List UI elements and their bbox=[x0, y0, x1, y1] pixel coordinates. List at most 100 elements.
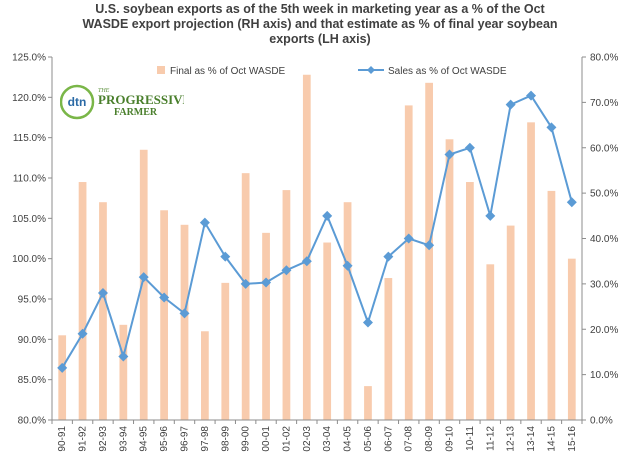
bar-94-95 bbox=[139, 149, 148, 420]
sales-marker-92-93 bbox=[97, 287, 108, 298]
bar-10-11 bbox=[466, 182, 474, 420]
sales-marker-94-95 bbox=[138, 272, 149, 283]
bar-91-92 bbox=[78, 182, 87, 420]
bar-99-00 bbox=[241, 173, 250, 420]
right-tick-label: 10.0% bbox=[590, 370, 618, 381]
x-tick-label: 96-97 bbox=[180, 426, 191, 452]
bar-97-98 bbox=[201, 331, 209, 420]
sales-marker-14-15 bbox=[546, 122, 557, 133]
right-tick-label: 0.0% bbox=[590, 416, 613, 427]
legend-bar-label: Final as % of Oct WASDE bbox=[170, 66, 286, 77]
dtn-progressive-farmer-logo: dtn THE PROGRESSIVE FARMER bbox=[59, 84, 191, 120]
x-tick-label: 95-96 bbox=[159, 426, 170, 452]
sales-marker-05-06 bbox=[362, 317, 373, 328]
sales-marker-00-01 bbox=[261, 277, 272, 288]
sales-marker-11-12 bbox=[485, 210, 496, 221]
x-tick-label: 02-03 bbox=[302, 426, 313, 452]
sales-marker-96-97 bbox=[179, 308, 190, 319]
sales-marker-91-92 bbox=[77, 328, 88, 339]
bar-14-15 bbox=[547, 190, 556, 420]
right-tick-label: 70.0% bbox=[590, 98, 618, 109]
bar-09-10 bbox=[445, 139, 454, 420]
left-tick-label: 110.0% bbox=[13, 174, 46, 185]
left-tick-label: 120.0% bbox=[12, 93, 46, 104]
bar-12-13 bbox=[506, 225, 515, 420]
sales-marker-10-11 bbox=[464, 142, 475, 153]
sales-marker-93-94 bbox=[118, 351, 129, 362]
sales-marker-95-96 bbox=[159, 292, 170, 303]
sales-marker-02-03 bbox=[301, 256, 312, 267]
bar-00-01 bbox=[262, 232, 270, 420]
sales-marker-98-99 bbox=[220, 251, 231, 262]
x-tick-label: 15-16 bbox=[567, 426, 578, 452]
bar-15-16 bbox=[567, 258, 576, 420]
sales-marker-15-16 bbox=[566, 197, 577, 208]
x-tick-label: 09-10 bbox=[445, 426, 456, 452]
bar-04-05 bbox=[343, 202, 352, 420]
bar-03-04 bbox=[323, 242, 332, 420]
right-tick-label: 60.0% bbox=[590, 143, 618, 154]
x-tick-label: 00-01 bbox=[261, 426, 272, 452]
left-tick-label: 90.0% bbox=[18, 335, 46, 346]
x-tick-label: 92-93 bbox=[98, 426, 109, 452]
left-tick-label: 100.0% bbox=[12, 254, 46, 265]
bar-11-12 bbox=[486, 264, 495, 420]
x-tick-label: 05-06 bbox=[363, 426, 374, 452]
x-tick-label: 14-15 bbox=[546, 426, 557, 452]
sales-marker-04-05 bbox=[342, 260, 353, 271]
sales-marker-12-13 bbox=[505, 99, 516, 110]
sales-marker-03-04 bbox=[322, 210, 333, 221]
x-tick-label: 12-13 bbox=[506, 426, 517, 452]
x-tick-label: 98-99 bbox=[220, 426, 231, 452]
right-tick-label: 40.0% bbox=[590, 234, 618, 245]
axes-group bbox=[48, 56, 586, 424]
chart-title: U.S. soybean exports as of the 5th week … bbox=[20, 2, 620, 47]
sales-marker-01-02 bbox=[281, 265, 292, 276]
sales-marker-08-09 bbox=[424, 240, 435, 251]
x-tick-label: 97-98 bbox=[200, 426, 211, 452]
sales-line bbox=[61, 94, 573, 369]
x-tick-label: 91-92 bbox=[78, 426, 89, 452]
sales-marker-06-07 bbox=[383, 251, 394, 262]
legend-line-label: Sales as % of Oct WASDE bbox=[388, 66, 507, 77]
sales-marker-99-00 bbox=[240, 278, 251, 289]
x-tick-label: 06-07 bbox=[383, 426, 394, 452]
right-tick-label: 20.0% bbox=[590, 325, 618, 336]
bar-93-94 bbox=[119, 324, 128, 420]
x-tick-label: 01-02 bbox=[281, 426, 292, 452]
x-tick-label: 13-14 bbox=[526, 426, 537, 452]
logo-brand-line-3: FARMER bbox=[114, 107, 158, 118]
left-tick-label: 115.0% bbox=[13, 133, 46, 144]
logo-brand-line-1: THE bbox=[98, 88, 110, 94]
logo-brand-line-2: PROGRESSIVE bbox=[98, 92, 184, 107]
legend-line-marker bbox=[367, 66, 375, 74]
x-tick-label: 99-00 bbox=[241, 426, 252, 452]
x-tick-label: 07-08 bbox=[404, 426, 415, 452]
bar-92-93 bbox=[99, 202, 107, 420]
x-tick-label: 08-09 bbox=[424, 426, 435, 452]
bar-06-07 bbox=[384, 278, 393, 420]
right-tick-label: 50.0% bbox=[590, 189, 618, 200]
bar-01-02 bbox=[282, 190, 291, 420]
bar-98-99 bbox=[221, 282, 230, 420]
left-tick-label: 80.0% bbox=[18, 416, 46, 427]
legend-bar-swatch bbox=[157, 66, 165, 74]
line-series-group bbox=[57, 90, 577, 373]
left-tick-label: 85.0% bbox=[18, 375, 46, 386]
bar-05-06 bbox=[364, 386, 372, 420]
bar-95-96 bbox=[160, 210, 168, 420]
legend: Final as % of Oct WASDE Sales as % of Oct… bbox=[157, 66, 507, 77]
sales-marker-07-08 bbox=[403, 233, 414, 244]
chart-title-line-1: U.S. soybean exports as of the 5th week … bbox=[95, 2, 545, 16]
bar-96-97 bbox=[180, 224, 189, 420]
bar-07-08 bbox=[404, 105, 413, 421]
right-tick-label: 80.0% bbox=[590, 53, 618, 64]
left-tick-label: 95.0% bbox=[18, 295, 46, 306]
bar-08-09 bbox=[425, 82, 433, 420]
tick-labels-group: 80.0% 85.0% 90.0% 95.0% 100.0% 105.0% 110.0% 11… bbox=[12, 53, 618, 452]
bar-13-14 bbox=[527, 122, 535, 420]
x-tick-label: 03-04 bbox=[322, 426, 333, 452]
sales-marker-13-14 bbox=[526, 90, 537, 101]
chart-title-line-2: WASDE export projection (RH axis) and th… bbox=[82, 17, 558, 31]
